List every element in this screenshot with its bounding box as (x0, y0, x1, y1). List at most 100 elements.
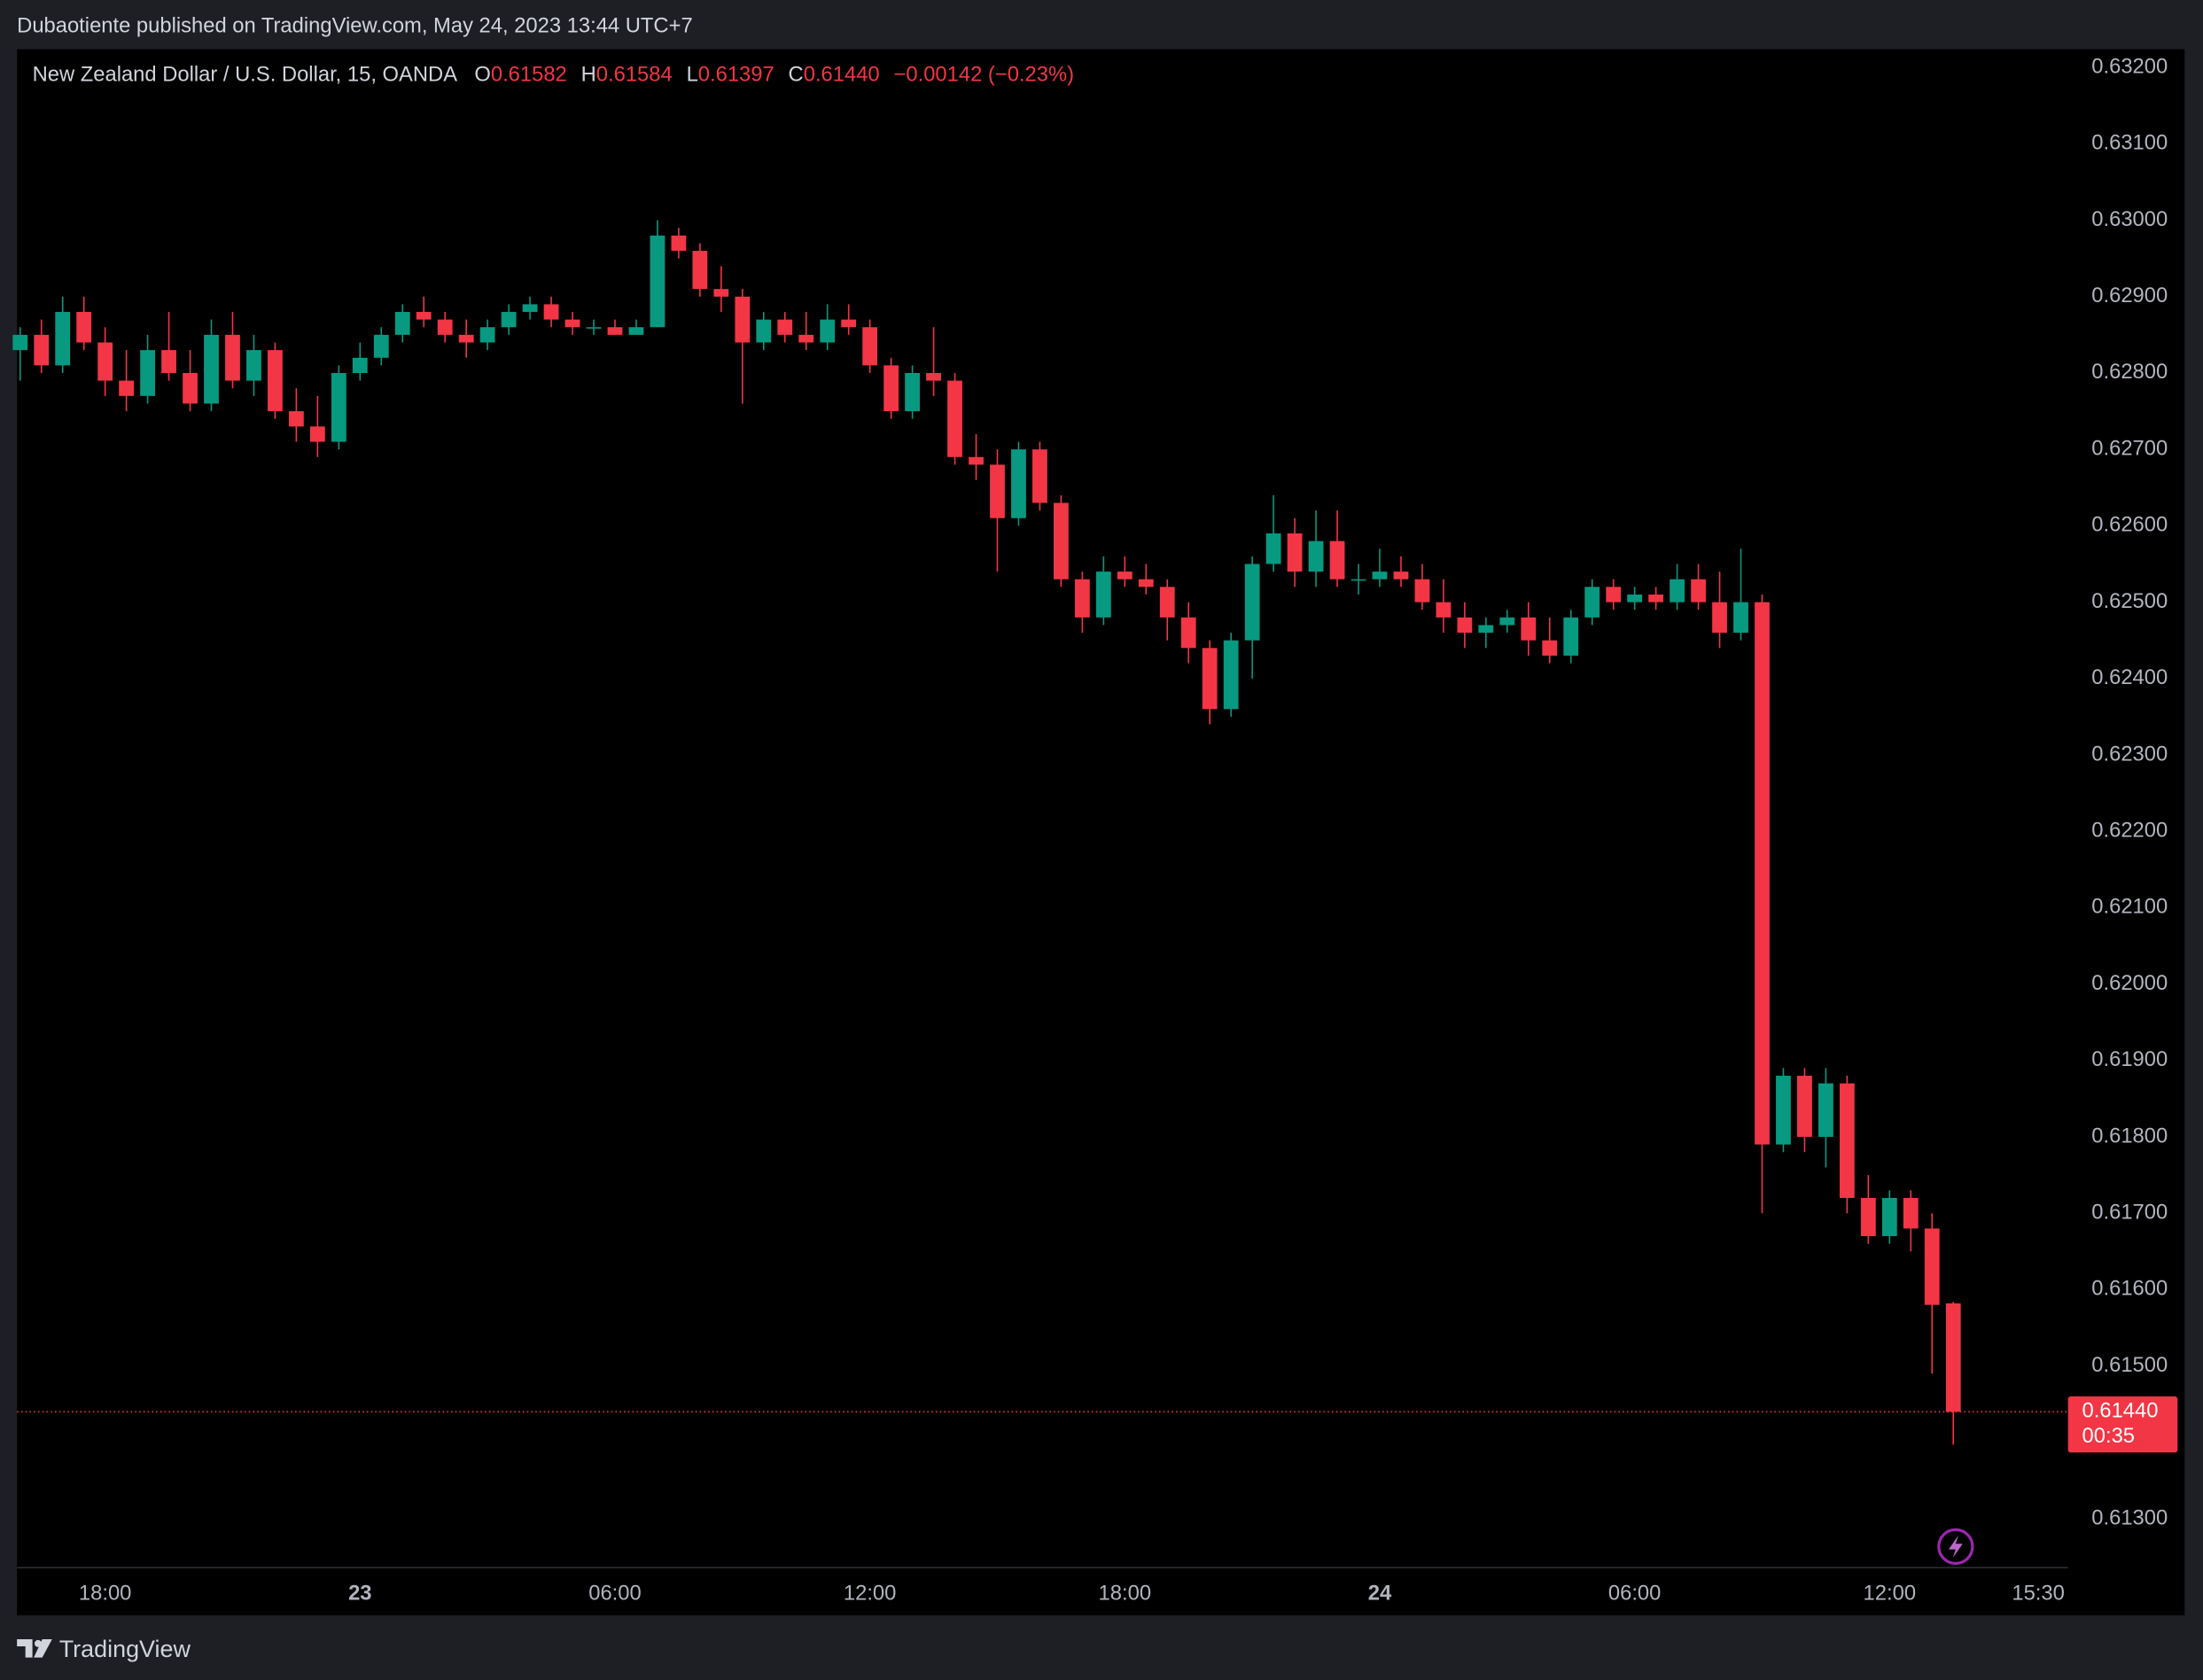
candle-body (1414, 579, 1430, 603)
y-tick-label: 0.63200 (2091, 54, 2168, 78)
x-tick-label: 23 (348, 1582, 371, 1606)
candle-body (522, 304, 538, 313)
x-tick-label: 06:00 (588, 1582, 641, 1606)
candle-body (1818, 1083, 1833, 1137)
y-tick-label: 0.62400 (2091, 665, 2168, 689)
candle-body (1797, 1076, 1812, 1137)
candle-body (1691, 579, 1706, 603)
candle-body (1881, 1197, 1897, 1237)
y-tick-label: 0.62500 (2091, 589, 2168, 613)
symbol-header: New Zealand Dollar / U.S. Dollar, 15, OA… (33, 63, 1074, 87)
candle-body (394, 312, 410, 335)
candle-body (1393, 572, 1409, 579)
candle-body (1287, 533, 1303, 572)
candle-body (1648, 594, 1664, 603)
candle-body (564, 319, 580, 328)
candle-body (458, 334, 474, 343)
y-tick-label: 0.61600 (2091, 1277, 2168, 1301)
candle-body (1159, 587, 1175, 618)
y-tick-label: 0.62900 (2091, 284, 2168, 307)
candle-body (1542, 640, 1558, 656)
candle-body (586, 327, 602, 329)
candle-body (1202, 648, 1218, 710)
candle-body (628, 327, 644, 335)
ohlc-value: 0.61582 (491, 63, 567, 87)
y-tick-label: 0.61700 (2091, 1200, 2168, 1224)
x-tick-label: 06:00 (1608, 1582, 1661, 1606)
x-tick-label: 15:30 (2012, 1582, 2064, 1606)
candle-body (1563, 617, 1579, 656)
candle-body (1265, 533, 1281, 564)
ohlc-value: 0.61397 (698, 63, 775, 87)
y-tick-label: 0.61800 (2091, 1124, 2168, 1147)
candle-body (1244, 564, 1260, 641)
candle-body (1521, 617, 1537, 641)
candle-body (1478, 625, 1494, 634)
candle-body (926, 372, 941, 381)
ohlc-label: L (687, 63, 698, 87)
y-tick-label: 0.63100 (2091, 131, 2168, 155)
y-tick-label: 0.62700 (2091, 436, 2168, 460)
candle-body (820, 319, 836, 343)
candle-body (862, 327, 878, 366)
last-price-label: 0.61440 (2082, 1399, 2159, 1423)
x-tick-label: 18:00 (79, 1582, 131, 1606)
y-tick-label: 0.63000 (2091, 207, 2168, 231)
candle-body (1606, 587, 1622, 603)
candle-body (161, 350, 176, 373)
candle-body (501, 312, 517, 328)
candle-body (204, 334, 219, 404)
candle-body (352, 357, 368, 373)
candle-body (268, 350, 283, 412)
candle-body (1032, 449, 1047, 503)
candle-body (76, 312, 92, 343)
candle-body (713, 289, 729, 297)
candle-body (1499, 617, 1515, 626)
candle-body (607, 327, 623, 335)
y-tick-label: 0.62300 (2091, 742, 2168, 766)
candle-body (841, 319, 857, 328)
x-tick-label: 18:00 (1099, 1582, 1151, 1606)
candle-body (1584, 587, 1600, 618)
candle-body (1095, 572, 1111, 618)
candle-body (183, 372, 198, 404)
x-tick-label: 12:00 (1864, 1582, 1916, 1606)
candle-body (543, 304, 559, 320)
y-tick-label: 0.62200 (2091, 818, 2168, 842)
tradingview-logo[interactable]: TradingView (17, 1636, 191, 1662)
candle-body (1945, 1303, 1961, 1412)
ohlc-label: H (581, 63, 596, 87)
candle-body (289, 411, 304, 427)
candle-body (97, 342, 113, 381)
candle-body (777, 319, 793, 335)
candle-body (225, 334, 240, 381)
candle-body (1308, 541, 1324, 572)
last-price-badge (2067, 1396, 2178, 1453)
candle-body (34, 334, 50, 366)
y-tick-label: 0.61500 (2091, 1353, 2168, 1377)
candle-body (1627, 594, 1643, 603)
candle-body (1351, 579, 1366, 581)
countdown: 00:35 (2082, 1424, 2135, 1448)
candle-body (1054, 502, 1069, 579)
ohlc-value: 0.61584 (596, 63, 673, 87)
candle-body (884, 365, 899, 412)
candle-body (1180, 617, 1196, 649)
candle-body (969, 456, 984, 465)
candle-body (1924, 1228, 1940, 1305)
candle-body (55, 312, 71, 366)
candle-body (479, 327, 495, 343)
candle-body (12, 334, 28, 351)
candle-body (990, 464, 1005, 518)
candle-body (140, 350, 155, 396)
candle-body (437, 319, 453, 335)
x-tick-label: 24 (1368, 1582, 1392, 1606)
candle-body (1733, 602, 1748, 634)
y-tick-label: 0.62000 (2091, 971, 2168, 995)
candle-body (1712, 602, 1727, 634)
candle-body (119, 380, 135, 396)
candle-body (1457, 617, 1473, 634)
lightning-icon[interactable] (1937, 1528, 1974, 1566)
candle-body (373, 334, 389, 358)
